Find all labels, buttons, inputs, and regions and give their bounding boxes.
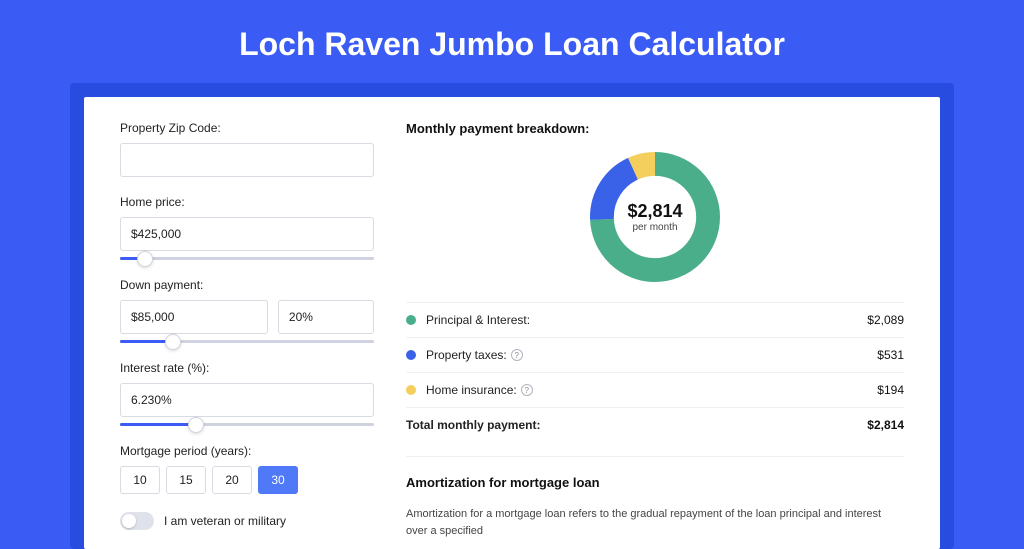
breakdown-panel: Monthly payment breakdown: $2,814 per mo… — [394, 97, 940, 549]
zip-field-group: Property Zip Code: — [120, 121, 374, 177]
donut-amount: $2,814 — [627, 201, 682, 222]
donut-wrap: $2,814 per month — [406, 152, 904, 282]
veteran-toggle[interactable] — [120, 512, 154, 530]
period-option-30[interactable]: 30 — [258, 466, 298, 494]
amortization-heading: Amortization for mortgage loan — [406, 475, 904, 490]
breakdown-heading: Monthly payment breakdown: — [406, 121, 904, 136]
down-payment-slider-thumb[interactable] — [165, 334, 181, 350]
legend-dot-icon — [406, 315, 416, 325]
legend-value: $531 — [877, 348, 904, 362]
zip-label: Property Zip Code: — [120, 121, 374, 135]
legend-row-0: Principal & Interest:$2,089 — [406, 302, 904, 337]
card-shadow: Property Zip Code: Home price: Down paym… — [70, 83, 954, 549]
interest-rate-input[interactable] — [120, 383, 374, 417]
interest-rate-slider-thumb[interactable] — [188, 417, 204, 433]
down-payment-group: Down payment: — [120, 278, 374, 343]
interest-rate-group: Interest rate (%): — [120, 361, 374, 426]
home-price-label: Home price: — [120, 195, 374, 209]
down-payment-slider[interactable] — [120, 340, 374, 343]
interest-rate-slider[interactable] — [120, 423, 374, 426]
info-icon[interactable]: ? — [521, 384, 533, 396]
home-price-slider[interactable] — [120, 257, 374, 260]
legend-total-row: Total monthly payment: $2,814 — [406, 407, 904, 442]
home-price-slider-thumb[interactable] — [137, 251, 153, 267]
legend-dot-icon — [406, 385, 416, 395]
down-payment-amount-input[interactable] — [120, 300, 268, 334]
zip-input[interactable] — [120, 143, 374, 177]
legend-label: Principal & Interest: — [426, 313, 867, 327]
amortization-text: Amortization for a mortgage loan refers … — [406, 506, 904, 539]
form-panel: Property Zip Code: Home price: Down paym… — [84, 97, 394, 549]
payment-donut-chart: $2,814 per month — [590, 152, 720, 282]
legend-label: Property taxes:? — [426, 348, 877, 362]
donut-center: $2,814 per month — [590, 152, 720, 282]
legend-dot-icon — [406, 350, 416, 360]
legend-value: $2,089 — [867, 313, 904, 327]
home-price-group: Home price: — [120, 195, 374, 260]
period-option-10[interactable]: 10 — [120, 466, 160, 494]
interest-rate-slider-fill — [120, 423, 196, 426]
mortgage-period-label: Mortgage period (years): — [120, 444, 374, 458]
mortgage-period-options: 10152030 — [120, 466, 374, 494]
legend-total-label: Total monthly payment: — [406, 418, 867, 432]
veteran-row: I am veteran or military — [120, 512, 374, 530]
down-payment-percent-input[interactable] — [278, 300, 374, 334]
home-price-input[interactable] — [120, 217, 374, 251]
info-icon[interactable]: ? — [511, 349, 523, 361]
down-payment-label: Down payment: — [120, 278, 374, 292]
legend-list: Principal & Interest:$2,089Property taxe… — [406, 302, 904, 407]
page-title: Loch Raven Jumbo Loan Calculator — [0, 0, 1024, 83]
mortgage-period-group: Mortgage period (years): 10152030 — [120, 444, 374, 494]
period-option-20[interactable]: 20 — [212, 466, 252, 494]
veteran-toggle-knob — [122, 514, 136, 528]
legend-total-value: $2,814 — [867, 418, 904, 432]
legend-value: $194 — [877, 383, 904, 397]
calculator-card: Property Zip Code: Home price: Down paym… — [84, 97, 940, 549]
legend-row-1: Property taxes:?$531 — [406, 337, 904, 372]
legend-row-2: Home insurance:?$194 — [406, 372, 904, 407]
veteran-label: I am veteran or military — [164, 514, 286, 528]
interest-rate-label: Interest rate (%): — [120, 361, 374, 375]
period-option-15[interactable]: 15 — [166, 466, 206, 494]
amortization-block: Amortization for mortgage loan Amortizat… — [406, 456, 904, 539]
donut-sub: per month — [632, 222, 677, 233]
legend-label: Home insurance:? — [426, 383, 877, 397]
